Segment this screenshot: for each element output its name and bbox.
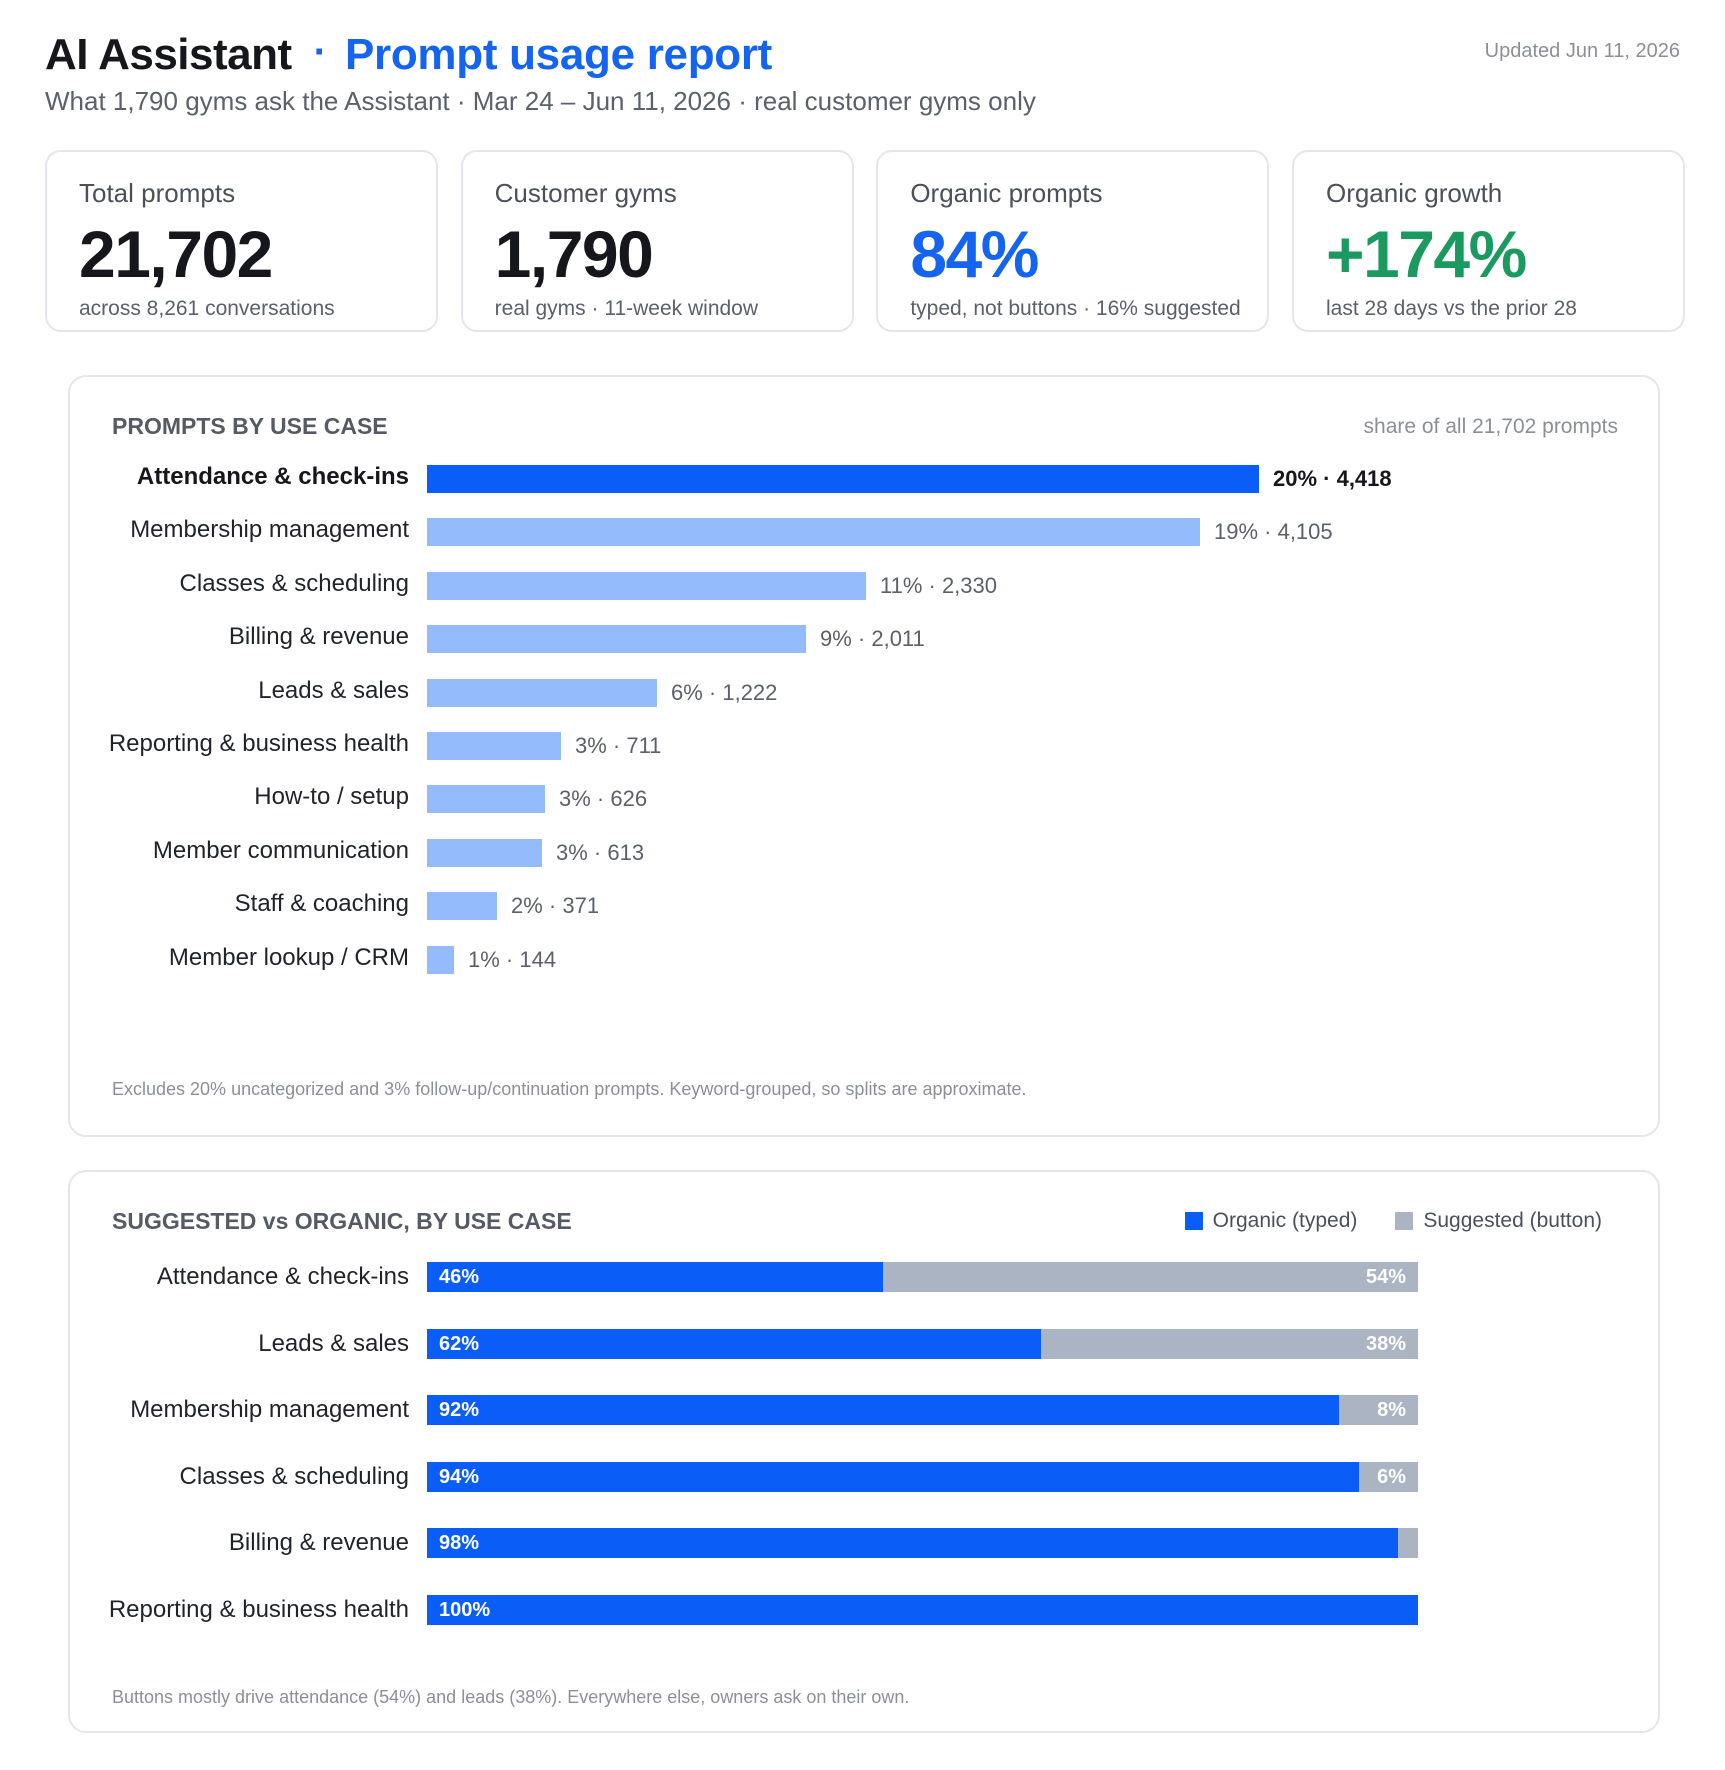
stacked-bar: 100%: [427, 1595, 1418, 1625]
bar-category-label: Attendance & check-ins: [156, 1263, 409, 1290]
bar-category-label: Reporting & business health: [108, 730, 409, 757]
bar: [427, 838, 542, 867]
bar: [427, 785, 545, 814]
panel-title: SUGGESTED vs ORGANIC, BY USE CASE: [112, 1208, 572, 1234]
bar-value-label: 2% · 371: [511, 893, 600, 919]
stacked-bar: 62% 38%: [427, 1328, 1418, 1359]
panel-footnote: Buttons mostly drive attendance (54%) an…: [112, 1687, 910, 1707]
kpi-card-customer-gyms: Customer gyms 1,790 real gyms · 11-week …: [460, 150, 854, 332]
stacked-bar: 92% 8%: [427, 1395, 1418, 1426]
bar-value-label: 3% · 626: [559, 786, 648, 812]
bar-value-label: 6% · 1,222: [671, 679, 778, 705]
bar-category-label: Member communication: [152, 836, 409, 864]
bar-value-label: 20% · 4,418: [1273, 466, 1392, 491]
legend-swatch-organic: [1184, 1212, 1203, 1230]
suggested-organic-panel: SUGGESTED vs ORGANIC, BY USE CASE Organi…: [68, 1170, 1660, 1733]
bar: [427, 678, 657, 707]
kpi-note: typed, not buttons · 16% suggested: [910, 297, 1241, 320]
bar-value-label: 3% · 613: [556, 839, 645, 865]
kpi-note: across 8,261 conversations: [79, 297, 335, 320]
kpi-card-organic-prompts: Organic prompts 84% typed, not buttons ·…: [876, 150, 1270, 332]
organic-value-label: 94%: [439, 1465, 480, 1488]
use-case-panel: PROMPTS BY USE CASE share of all 21,702 …: [68, 375, 1660, 1137]
stacked-bar: 98%: [427, 1528, 1418, 1559]
report-header: AI Assistant · Prompt usage report Updat…: [45, 30, 1680, 130]
organic-segment: [427, 1528, 1398, 1559]
panel-title: PROMPTS BY USE CASE: [112, 413, 388, 439]
bar: [427, 892, 497, 921]
bar-value-label: 3% · 711: [575, 733, 662, 758]
app-title: AI Assistant: [45, 30, 292, 79]
report-title: Prompt usage report: [344, 30, 773, 79]
stacked-bar: 94% 6%: [427, 1461, 1418, 1492]
kpi-label: Customer gyms: [494, 178, 677, 208]
chart-legend: Organic (typed) Suggested (button): [1147, 1209, 1602, 1233]
bar-category-label: Classes & scheduling: [179, 569, 409, 597]
bar-category-label: Member lookup / CRM: [168, 943, 409, 971]
bar-value-label: 1% · 144: [468, 946, 557, 972]
kpi-row: Total prompts 21,702 across 8,261 conver…: [45, 150, 1685, 332]
bar-category-label: Classes & scheduling: [179, 1462, 409, 1490]
bar: [427, 571, 866, 600]
organic-value-label: 62%: [439, 1332, 480, 1355]
panel-footnote: Excludes 20% uncategorized and 3% follow…: [112, 1079, 1027, 1099]
suggested-value-label: 54%: [1365, 1266, 1406, 1288]
bar-value-label: 9% · 2,011: [820, 626, 925, 652]
legend-label: Organic (typed): [1212, 1209, 1358, 1232]
organic-segment: [427, 1461, 1359, 1492]
legend-item-suggested: Suggested (button): [1395, 1209, 1602, 1233]
kpi-value: 21,702: [79, 217, 273, 291]
suggested-value-label: 38%: [1365, 1332, 1406, 1355]
bar-category-label: Leads & sales: [258, 676, 409, 704]
legend-item-organic: Organic (typed): [1184, 1209, 1358, 1233]
organic-segment: [427, 1395, 1339, 1426]
kpi-value: 1,790: [494, 217, 654, 291]
bar-category-label: Reporting & business health: [108, 1596, 409, 1623]
kpi-value: 84%: [910, 217, 1039, 291]
suggested-value-label: 8%: [1377, 1399, 1406, 1422]
bar-category-label: How-to / setup: [254, 783, 409, 811]
suggested-value-label: 6%: [1377, 1465, 1406, 1488]
report-description: What 1,790 gyms ask the Assistant · Mar …: [45, 86, 1036, 116]
kpi-label: Organic prompts: [910, 178, 1103, 208]
bar-category-label: Billing & revenue: [228, 1529, 409, 1557]
kpi-label: Organic growth: [1325, 178, 1503, 208]
stacked-bar: 46% 54%: [427, 1262, 1418, 1292]
bar-category-label: Membership management: [130, 1396, 409, 1424]
bar-value-label: 11% · 2,330: [880, 572, 998, 598]
kpi-card-organic-growth: Organic growth +174% last 28 days vs the…: [1291, 150, 1685, 332]
organic-value-label: 92%: [439, 1399, 480, 1422]
kpi-note: real gyms · 11-week window: [494, 297, 759, 320]
bar: [427, 518, 1200, 547]
bar: [427, 945, 454, 974]
legend-swatch-suggested: [1395, 1212, 1414, 1230]
organic-segment: [427, 1328, 1041, 1359]
organic-value-label: 100%: [439, 1599, 491, 1621]
organic-value-label: 98%: [439, 1532, 480, 1555]
bar: [427, 625, 806, 654]
panel-meta: share of all 21,702 prompts: [1363, 415, 1618, 438]
bar: [427, 732, 561, 760]
kpi-label: Total prompts: [79, 178, 236, 208]
kpi-value: +174%: [1325, 217, 1527, 291]
bar-category-label: Attendance & check-ins: [136, 463, 409, 490]
bar-category-label: Staff & coaching: [234, 890, 409, 918]
title-row: AI Assistant · Prompt usage report: [45, 30, 1680, 80]
bar: [427, 465, 1259, 493]
kpi-card-total-prompts: Total prompts 21,702 across 8,261 conver…: [45, 150, 438, 332]
updated-timestamp: Updated Jun 11, 2026: [1484, 40, 1680, 62]
organic-segment: [427, 1595, 1418, 1625]
organic-segment: [427, 1262, 883, 1292]
bar-category-label: Membership management: [130, 516, 409, 544]
kpi-note: last 28 days vs the prior 28: [1325, 297, 1577, 320]
organic-value-label: 46%: [439, 1266, 480, 1288]
bar-value-label: 19% · 4,105: [1214, 519, 1333, 545]
title-separator: ·: [313, 30, 327, 74]
bar-category-label: Leads & sales: [258, 1329, 409, 1357]
legend-label: Suggested (button): [1423, 1209, 1602, 1232]
bar-category-label: Billing & revenue: [228, 623, 409, 651]
